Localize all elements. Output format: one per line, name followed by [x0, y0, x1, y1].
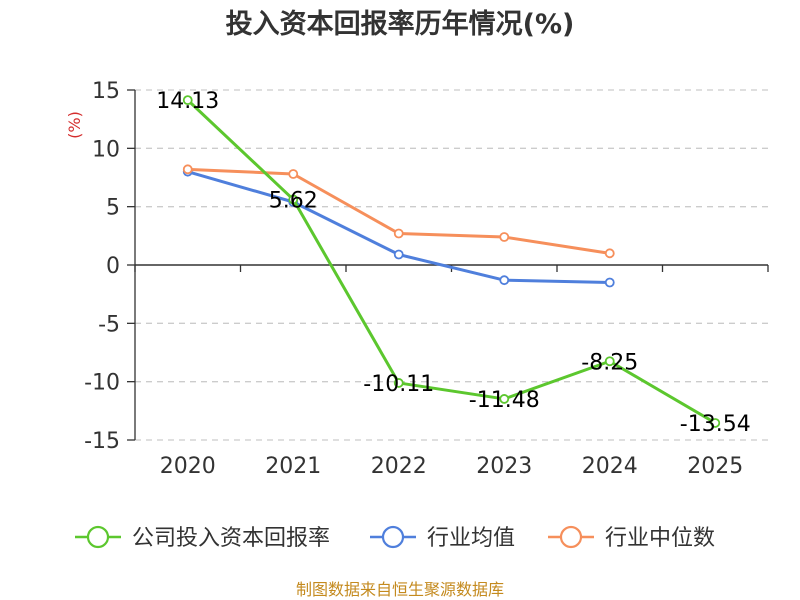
x-tick-label: 2025 — [687, 454, 743, 479]
x-tick-label: 2024 — [582, 454, 638, 479]
y-tick-label: 5 — [106, 196, 120, 221]
data-point — [499, 394, 510, 404]
x-tick-label: 2020 — [160, 454, 216, 479]
data-label: -11.48 — [469, 388, 540, 413]
data-point — [182, 164, 193, 175]
data-point — [393, 249, 404, 260]
chart-title: 投入资本回报率历年情况(%) — [226, 8, 575, 40]
data-point — [393, 378, 404, 388]
data-label: -10.11 — [363, 372, 434, 397]
y-tick-label: 10 — [92, 137, 120, 162]
y-tick-label: 15 — [92, 79, 120, 104]
y-tick-label: 0 — [106, 254, 120, 279]
data-point — [710, 418, 721, 428]
legend-label: 公司投入资本回报率 — [132, 526, 330, 551]
data-point — [393, 228, 404, 239]
y-axis-unit-label: (%) — [65, 111, 84, 139]
legend-label: 行业中位数 — [605, 526, 715, 551]
data-point — [604, 248, 615, 259]
series-line — [186, 99, 717, 425]
legend-swatch-marker — [381, 525, 405, 549]
legend-swatch-marker — [86, 525, 110, 549]
legend-item[interactable]: 行业中位数 — [548, 525, 715, 551]
data-point — [182, 95, 193, 106]
data-point — [499, 275, 510, 286]
axes: 15 10 5 0 -5 -10 -15 2020 2021 2022 2023 2024 2025 — [84, 79, 769, 479]
data-point — [499, 232, 510, 242]
data-point — [604, 356, 615, 367]
data-label: 5.62 — [269, 188, 318, 213]
series-line — [187, 167, 610, 255]
y-tick-label: -5 — [98, 312, 120, 337]
legend-label: 行业均值 — [427, 526, 515, 551]
source-note: 制图数据来自恒生聚源数据库 — [296, 580, 504, 599]
y-tick-label: -15 — [84, 429, 120, 454]
x-tick-label: 2021 — [265, 454, 321, 479]
y-tick-label: -10 — [84, 371, 120, 396]
legend-item[interactable]: 行业均值 — [370, 525, 515, 551]
x-tick-label: 2023 — [476, 454, 532, 479]
data-label: -8.25 — [581, 350, 638, 375]
data-point — [288, 194, 299, 205]
data-labels: 14.13 5.62 -10.11 -11.48 -8.25 -13.54 — [156, 89, 750, 437]
data-label: 14.13 — [156, 89, 219, 114]
data-point — [288, 169, 299, 179]
series-lines — [182, 95, 721, 428]
data-point — [604, 277, 615, 288]
legend: 公司投入资本回报率 行业均值 行业中位数 — [75, 525, 715, 551]
series-line — [187, 170, 610, 284]
legend-swatch-marker — [559, 525, 583, 549]
data-label: -13.54 — [680, 412, 751, 437]
legend-item[interactable]: 公司投入资本回报率 — [75, 525, 330, 551]
x-tick-label: 2022 — [371, 454, 427, 479]
